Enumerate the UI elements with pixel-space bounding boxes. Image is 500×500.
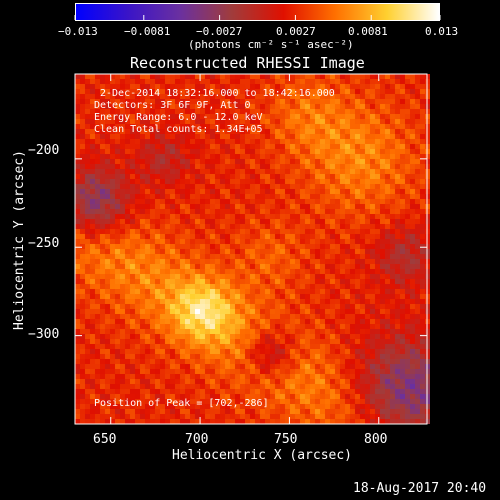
colorbar-tick-label: −0.013: [58, 25, 98, 38]
annotation-clean: Clean Total counts: 1.34E+05: [94, 124, 263, 135]
annotation-energy: Energy Range: 6.0 - 12.0 keV: [94, 112, 263, 123]
annotation-detectors: Detectors: 3F 6F 9F, Att 0: [94, 100, 251, 111]
y-axis-tick-label: −300: [28, 327, 60, 342]
colorbar-unit-label: (photons cm⁻² s⁻¹ asec⁻²): [188, 38, 354, 51]
chart-title: Reconstructed RHESSI Image: [130, 54, 365, 72]
annotation-time: 2-Dec-2014 18:32:16.000 to 18:42:16.000: [100, 88, 335, 99]
x-axis-tick-label: 750: [274, 432, 298, 447]
colorbar-tick-label: 0.013: [425, 25, 459, 38]
colorbar-tick-label: 0.0081: [348, 25, 388, 38]
colorbar: [75, 3, 440, 21]
y-axis-tick-label: −250: [28, 236, 60, 251]
x-axis-label: Heliocentric X (arcsec): [172, 448, 353, 463]
colorbar-tick-label: −0.0027: [196, 25, 243, 38]
annotation-peak: Position of Peak = [702,-286]: [94, 398, 269, 409]
colorbar-tick-label: 0.0027: [276, 25, 316, 38]
x-axis-tick-label: 800: [364, 432, 388, 447]
colorbar-tick-label: −0.0081: [124, 25, 171, 38]
y-axis-label: Heliocentric Y (arcsec): [12, 149, 27, 330]
timestamp: 18-Aug-2017 20:40: [353, 481, 487, 496]
x-axis-tick-label: 650: [93, 432, 117, 447]
y-axis-tick-label: −200: [28, 143, 60, 158]
plot-frame: [74, 73, 428, 425]
x-axis-tick-label: 700: [185, 432, 209, 447]
